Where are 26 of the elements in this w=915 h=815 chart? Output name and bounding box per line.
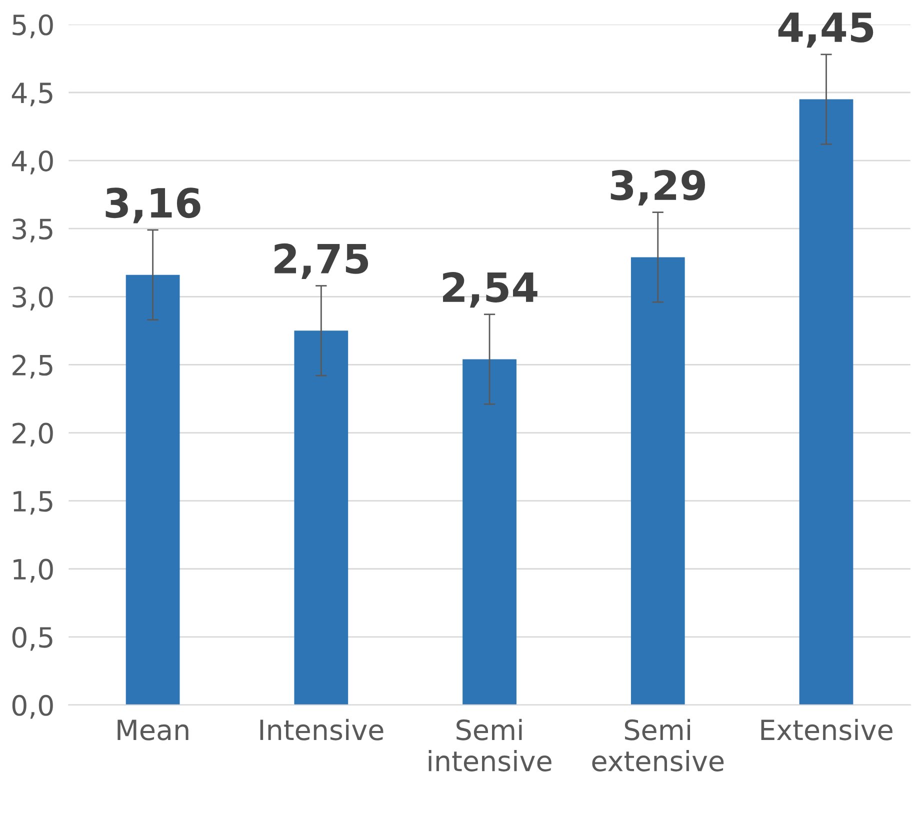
x-tick-label: Semi intensive	[428, 718, 552, 772]
bar	[294, 330, 348, 705]
bar	[799, 99, 854, 705]
bar	[126, 274, 180, 705]
data-label: 2,75	[274, 243, 368, 280]
data-label: 3,29	[610, 170, 705, 206]
y-tick-label: 2,0	[12, 422, 53, 447]
y-tick-label: 5,0	[12, 14, 53, 38]
x-tick-label: Intensive	[260, 718, 384, 740]
data-label: 3,16	[106, 188, 200, 224]
y-tick-label: 0,5	[12, 626, 52, 651]
bar	[630, 257, 685, 705]
bar	[462, 359, 516, 705]
x-tick-label: Semi extensive	[592, 718, 724, 772]
y-tick-label: 1,5	[14, 491, 52, 515]
y-tick-label: 2,5	[12, 354, 52, 378]
y-tick-label: 0,0	[12, 694, 53, 719]
x-tick-label: Mean	[118, 720, 188, 740]
y-tick-label: 4,5	[12, 82, 52, 106]
x-tick-label: Extensive	[761, 718, 892, 740]
y-tick-label: 3,5	[12, 218, 52, 242]
data-label: 4,45	[778, 12, 874, 48]
data-label: 2,54	[443, 272, 538, 308]
y-tick-label: 3,0	[12, 286, 53, 310]
y-tick-label: 1,0	[14, 558, 53, 583]
y-tick-label: 4,0	[12, 150, 53, 174]
